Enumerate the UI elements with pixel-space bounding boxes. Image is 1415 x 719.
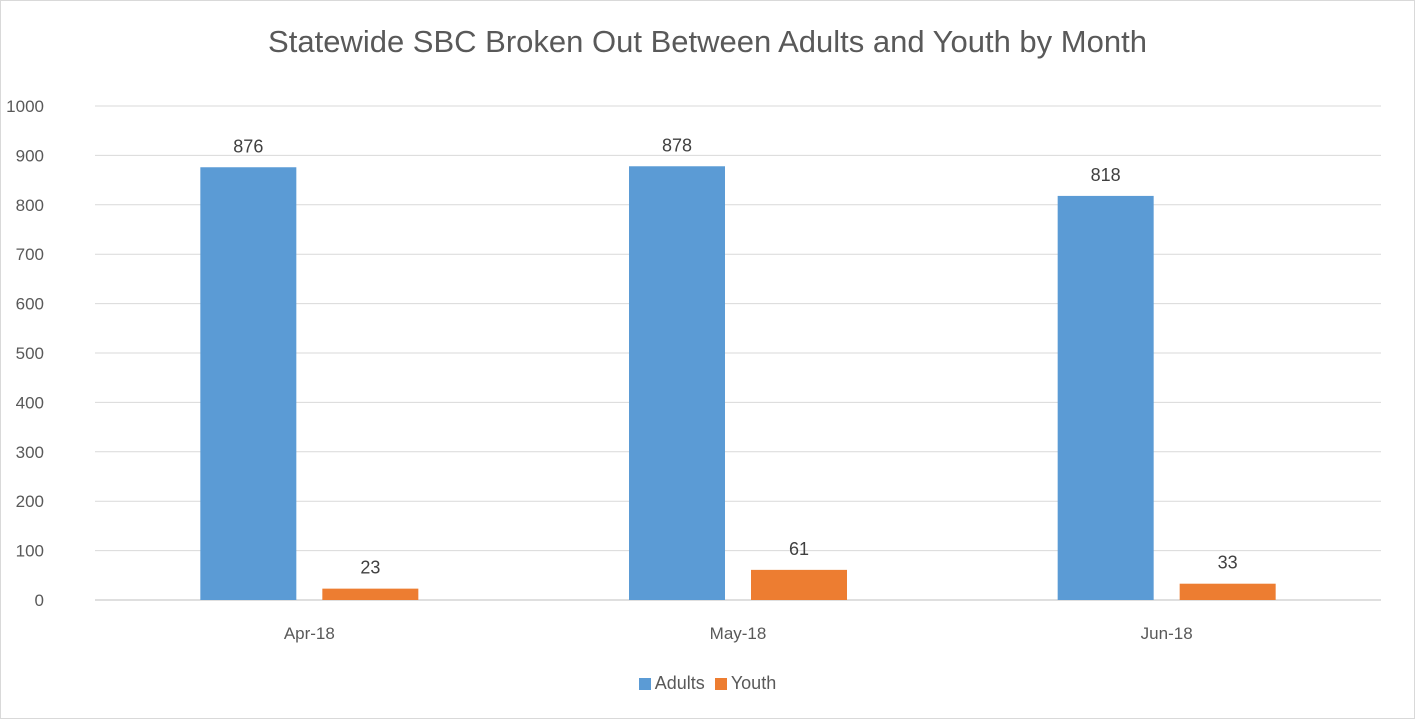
x-tick-label: Jun-18 [1141, 624, 1193, 643]
y-tick-label: 100 [16, 542, 44, 561]
bar-youth [751, 569, 847, 600]
legend-swatch-youth [714, 677, 727, 690]
y-tick-label: 600 [16, 295, 44, 314]
legend: Adults Youth [0, 673, 1415, 694]
data-label: 876 [233, 136, 263, 156]
y-tick-label: 700 [16, 245, 44, 264]
bar-adults [1057, 195, 1154, 600]
y-tick-label: 1000 [6, 97, 44, 116]
legend-label-youth: Youth [730, 673, 777, 693]
x-tick-label: May-18 [710, 624, 767, 643]
bar-adults [629, 166, 725, 600]
data-label: 23 [360, 558, 380, 578]
y-tick-label: 200 [16, 492, 44, 511]
legend-swatch-adults [638, 677, 651, 690]
data-label: 33 [1218, 553, 1238, 573]
legend-item-adults: Adults [638, 673, 705, 694]
data-label: 878 [662, 135, 692, 155]
x-tick-label: Apr-18 [284, 624, 335, 643]
y-tick-label: 300 [16, 443, 44, 462]
y-tick-label: 900 [16, 146, 44, 165]
y-tick-label: 800 [16, 196, 44, 215]
legend-item-youth: Youth [714, 673, 777, 694]
chart-title: Statewide SBC Broken Out Between Adults … [268, 24, 1147, 59]
y-tick-label: 500 [16, 344, 44, 363]
data-label: 818 [1091, 165, 1121, 185]
legend-label-adults: Adults [654, 673, 705, 693]
bar-adults [200, 167, 297, 601]
bar-youth [322, 588, 419, 600]
bar-youth [1179, 583, 1276, 600]
data-label: 61 [789, 539, 809, 559]
y-tick-label: 0 [35, 591, 44, 610]
y-tick-label: 400 [16, 393, 44, 412]
